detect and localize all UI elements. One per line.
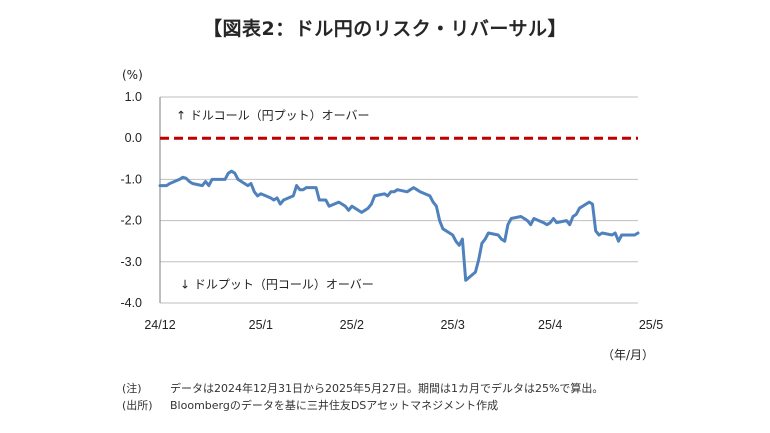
chart-title: 【図表2：ドル円のリスク・リバーサル】 [203, 18, 567, 40]
y-tick-label: -3.0 [120, 255, 142, 269]
x-tick-label: 24/12 [144, 318, 175, 332]
tick-label-layer: 1.0 0.0 -1.0 -2.0 -3.0 -4.024/12 25/1 25/2 25/3 2… [120, 90, 663, 332]
note-text: データは2024年12月31日から2025年5月27日。期間は1カ月でデルタは2… [170, 382, 604, 395]
y-tick-label: 0.0 [125, 131, 142, 145]
risk-reversal-line [158, 169, 640, 282]
x-tick-label: 25/1 [249, 318, 273, 332]
y-axis-unit: (%) [122, 68, 143, 82]
note-row-2: (出所) Bloombergのデータを基に三井住友DSアセットマネジメント作成 [122, 397, 603, 414]
y-tick-label: 1.0 [125, 90, 142, 104]
source-text: Bloombergのデータを基に三井住友DSアセットマネジメント作成 [170, 399, 499, 412]
footnotes: (注) データは2024年12月31日から2025年5月27日。期間は1カ月でデル… [122, 380, 603, 414]
x-tick-label: 25/2 [340, 318, 364, 332]
annotation-layer: ↑ ドルコール（円プット）オーバー ↓ ドルプット（円コール）オーバー [176, 109, 374, 292]
x-tick-label: 25/3 [440, 318, 464, 332]
annotation-dollar-put-over: ↓ ドルプット（円コール）オーバー [180, 277, 374, 291]
y-tick-label: -2.0 [120, 214, 142, 228]
x-axis-unit: （年/月） [602, 348, 655, 362]
series-layer [158, 169, 640, 282]
note-label: (注) [122, 382, 142, 395]
x-tick-label: 25/5 [639, 318, 663, 332]
x-tick-label: 25/4 [538, 318, 562, 332]
grid-layer [159, 96, 638, 304]
y-tick-label: -4.0 [120, 296, 142, 310]
annotation-dollar-call-over: ↑ ドルコール（円プット）オーバー [176, 109, 370, 123]
note-row-1: (注) データは2024年12月31日から2025年5月27日。期間は1カ月でデル… [122, 380, 603, 397]
y-tick-label: -1.0 [120, 172, 142, 186]
source-label: (出所) [122, 399, 153, 412]
